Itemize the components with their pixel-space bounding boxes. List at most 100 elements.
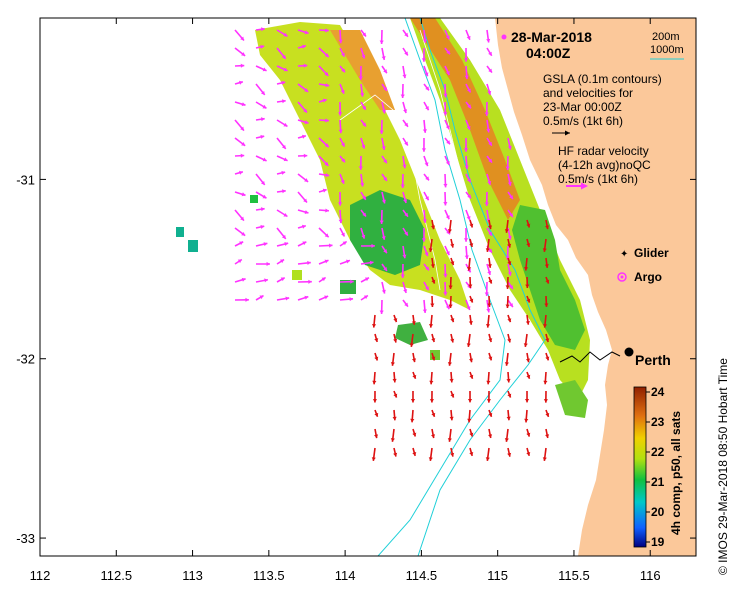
hf-velocity-arrow — [443, 101, 448, 116]
colorbar — [633, 386, 647, 548]
hf-velocity-arrow — [443, 191, 448, 206]
colorbar-tick-label: 23 — [651, 415, 665, 429]
gsla-velocity-arrow — [468, 276, 473, 289]
hf-velocity-arrow — [444, 155, 450, 166]
hf-velocity-arrow — [360, 243, 375, 248]
hf-velocity-arrow — [423, 83, 430, 91]
hf-velocity-arrow — [318, 137, 330, 148]
gsla-velocity-arrow — [469, 219, 474, 228]
gsla-velocity-arrow — [545, 428, 550, 439]
hf-velocity-arrow — [297, 83, 309, 93]
hf-velocity-arrow — [484, 191, 489, 206]
x-tick-label: 114 — [335, 568, 356, 583]
hf-velocity-arrow — [360, 173, 365, 187]
gsla-velocity-arrow — [371, 447, 376, 461]
header-marker-icon — [501, 34, 507, 40]
hf-velocity-arrow — [339, 137, 346, 147]
hf-velocity-arrow — [381, 47, 386, 61]
hf-velocity-arrow — [381, 155, 388, 164]
x-tick-label: 114.5 — [406, 568, 438, 583]
hf-velocity-arrow — [234, 63, 245, 68]
gsla-velocity-arrow — [429, 314, 434, 328]
gsla-velocity-arrow — [506, 371, 511, 383]
hf-velocity-arrow — [486, 227, 493, 237]
hf-velocity-arrow — [318, 28, 329, 33]
gsla-velocity-arrow — [488, 333, 493, 343]
colorbar-tick-label: 24 — [651, 385, 665, 399]
gsla-velocity-arrow — [390, 352, 395, 366]
hf-velocity-arrow — [486, 65, 493, 74]
hf-velocity-arrow — [360, 137, 366, 149]
gsla-velocity-arrow — [429, 390, 434, 403]
hf-velocity-arrow — [234, 297, 249, 302]
hf-velocity-arrow — [402, 227, 409, 236]
hf-velocity-arrow — [360, 83, 365, 97]
hf-velocity-arrow — [234, 258, 243, 265]
hf-velocity-arrow — [444, 299, 450, 310]
hf-velocity-arrow — [444, 209, 450, 220]
hf-velocity-arrow — [360, 277, 370, 283]
hf-velocity-arrow — [486, 47, 493, 57]
hf-velocity-arrow — [444, 137, 451, 145]
depth-legend-200m: 200m — [652, 31, 680, 43]
hf-velocity-arrow — [464, 155, 469, 170]
hf-velocity-arrow — [444, 65, 450, 76]
colorbar-tick-label: 22 — [651, 445, 665, 459]
x-tick-label: 112.5 — [100, 568, 132, 583]
hf-velocity-arrow — [234, 119, 245, 132]
hf-velocity-arrow — [381, 191, 386, 204]
gsla-velocity-arrow — [374, 352, 379, 361]
hf-velocity-arrow — [422, 119, 427, 133]
gsla-velocity-arrow — [507, 333, 512, 343]
hf-velocity-arrow — [379, 29, 384, 45]
hf-velocity-arrow — [402, 281, 408, 294]
hf-velocity-arrow — [318, 295, 329, 301]
hf-velocity-arrow — [505, 155, 510, 171]
gsla-velocity-arrow — [488, 276, 493, 284]
hf-velocity-arrow — [318, 118, 329, 123]
glider-label: Glider — [634, 246, 669, 260]
gsla-velocity-arrow — [506, 409, 511, 421]
gsla-velocity-arrow — [505, 276, 510, 289]
hf-velocity-arrow — [486, 83, 492, 95]
gsla-velocity-arrow — [486, 390, 491, 403]
colorbar-label: 4h comp, p50, all sats — [669, 411, 683, 535]
hf-velocity-arrow — [339, 47, 346, 58]
hf-velocity-arrow — [400, 173, 405, 188]
hf-velocity-arrow — [423, 155, 429, 167]
gsla-velocity-arrow — [526, 447, 531, 457]
hf-velocity-arrow — [486, 155, 493, 164]
hf-velocity-arrow — [318, 98, 327, 103]
hf-velocity-arrow — [276, 242, 289, 247]
gsla-velocity-arrow — [507, 238, 512, 248]
hf-velocity-arrow — [234, 80, 244, 85]
hf-velocity-arrow — [276, 80, 286, 85]
hf-velocity-arrow — [339, 173, 345, 185]
hf-velocity-arrow — [400, 263, 405, 278]
hf-velocity-arrow — [276, 47, 287, 60]
gsla-velocity-arrow — [448, 276, 453, 289]
hf-note-scale: 0.5m/s (1kt 6h) — [558, 172, 638, 186]
hf-velocity-arrow — [402, 119, 409, 128]
hf-velocity-arrow — [339, 259, 351, 265]
depth-legend-1000m: 1000m — [650, 44, 684, 56]
gsla-velocity-arrow — [372, 371, 377, 385]
colorbar-tick-label: 20 — [651, 505, 665, 519]
gsla-velocity-arrow — [488, 352, 493, 361]
gsla-velocity-arrow — [545, 333, 550, 343]
hf-velocity-arrow — [255, 83, 266, 96]
hf-velocity-arrow — [318, 188, 327, 193]
hf-velocity-arrow — [234, 191, 246, 197]
gsla-velocity-arrow — [393, 314, 398, 323]
hf-velocity-arrow — [443, 281, 448, 296]
gsla-contours — [339, 29, 471, 291]
city-label: Perth — [635, 352, 671, 368]
hf-velocity-arrow — [339, 279, 354, 284]
hf-velocity-arrow — [234, 47, 246, 57]
hf-velocity-arrow — [444, 47, 451, 55]
perth-coastline — [559, 351, 621, 363]
hf-velocity-arrow — [422, 29, 428, 43]
gsla-velocity-arrow — [507, 390, 512, 398]
x-tick-label: 116 — [640, 568, 661, 583]
gsla-velocity-arrow — [525, 314, 530, 325]
